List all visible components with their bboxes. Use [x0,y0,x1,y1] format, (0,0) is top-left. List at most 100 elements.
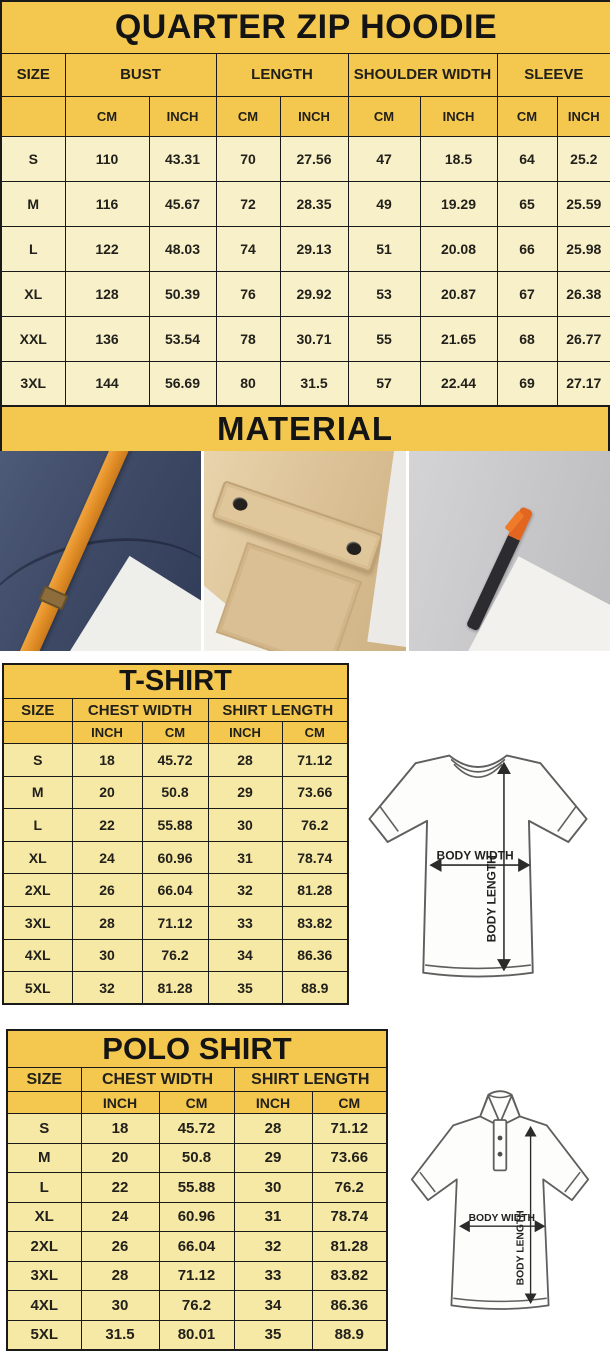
value-cell: 24 [71,840,143,875]
table-row: SIZE CHEST WIDTH SHIRT LENGTH [6,1067,388,1092]
value-cell: 32 [233,1231,313,1262]
col-header-shirt-length: SHIRT LENGTH [207,698,349,722]
value-cell: 22 [80,1172,160,1203]
value-cell: 50.8 [141,775,209,810]
table-row: S 18 45.72 28 71.12 [6,1113,388,1144]
value-cell: 30 [80,1290,160,1321]
value-cell: 65 [496,180,558,227]
value-cell: 28 [233,1113,313,1144]
value-cell: 71.12 [311,1113,388,1144]
unit-header-inch: INCH [80,1091,160,1114]
size-cell: L [2,808,73,842]
value-cell: 53 [347,270,421,317]
tshirt-table-title: T-SHIRT [2,663,349,699]
value-cell: 26.38 [556,270,610,317]
value-cell: 31.5 [279,360,349,407]
value-cell: 30 [71,938,143,973]
measurement-arrows [459,1125,546,1305]
value-cell: 136 [64,315,150,362]
value-cell: 76.2 [141,938,209,973]
value-cell: 51 [347,225,421,272]
value-cell: 31.5 [80,1319,160,1350]
value-cell: 47 [347,135,421,182]
unit-header-inch: INCH [556,95,610,137]
value-cell: 33 [207,905,283,940]
col-header-bust: BUST [64,52,217,97]
table-row: M 20 50.8 29 73.66 [6,1142,388,1173]
table-row: M 116 45.67 72 28.35 49 19.29 65 25.59 [0,180,610,227]
value-cell: 30 [233,1172,313,1203]
value-cell: 88.9 [281,971,349,1005]
value-cell: 80.01 [158,1319,235,1350]
polo-outline [410,1090,590,1310]
col-header-size: SIZE [0,52,66,97]
value-cell: 25.2 [556,135,610,182]
value-cell: 78.74 [311,1201,388,1232]
unit-header-inch: INCH [233,1091,313,1114]
value-cell: 28.35 [279,180,349,227]
table-row: INCH CM INCH CM [2,721,349,744]
body-length-label: BODY LENGTH [515,1210,526,1285]
size-cell: 4XL [6,1290,82,1321]
value-cell: 144 [64,360,150,407]
table-row: 3XL 144 56.69 80 31.5 57 22.44 69 27.17 [0,360,610,407]
tshirt-outline [368,754,588,978]
size-cell: XL [0,270,66,317]
value-cell: 71.12 [158,1260,235,1291]
value-cell: 76.2 [158,1290,235,1321]
value-cell: 86.36 [311,1290,388,1321]
col-header-size: SIZE [6,1067,82,1092]
value-cell: 26 [80,1231,160,1262]
table-row: 3XL 28 71.12 33 83.82 [6,1260,388,1291]
value-cell: 32 [207,873,283,907]
col-header-chest-width: CHEST WIDTH [71,698,209,722]
value-cell: 27.56 [279,135,349,182]
unit-header-cm: CM [215,95,281,137]
unit-header-cm: CM [64,95,150,137]
value-cell: 78 [215,315,281,362]
material-photo-gray-zipper [408,451,610,651]
value-cell: 55 [347,315,421,362]
table-row: XL 128 50.39 76 29.92 53 20.87 67 26.38 [0,270,610,317]
table-row: L 122 48.03 74 29.13 51 20.08 66 25.98 [0,225,610,272]
value-cell: 76.2 [281,808,349,842]
table-row: XL 24 60.96 31 78.74 [2,840,349,875]
table-row: SIZE CHEST WIDTH SHIRT LENGTH [2,698,349,722]
size-cell: 5XL [6,1319,82,1350]
size-cell: 2XL [6,1231,82,1262]
table-row: XL 24 60.96 31 78.74 [6,1201,388,1232]
col-header-chest-width: CHEST WIDTH [80,1067,235,1092]
table-row: 5XL 31.5 80.01 35 88.9 [6,1319,388,1350]
hoodie-table-title: QUARTER ZIP HOODIE [0,0,610,54]
value-cell: 20 [71,775,143,810]
value-cell: 18.5 [419,135,498,182]
table-row: SIZE BUST LENGTH SHOULDER WIDTH SLEEVE [0,52,610,97]
value-cell: 76.2 [311,1172,388,1203]
value-cell: 22 [71,808,143,842]
snap-button [231,495,250,513]
value-cell: 33 [233,1260,313,1291]
table-row: 3XL 28 71.12 33 83.82 [2,905,349,940]
unit-header-cm: CM [158,1091,235,1114]
value-cell: 26 [71,873,143,907]
size-cell: 3XL [6,1260,82,1291]
value-cell: 29 [207,775,283,810]
empty-cell [6,1091,82,1114]
tshirt-section: T-SHIRT SIZE CHEST WIDTH SHIRT LENGTH IN… [0,659,610,1021]
table-row: 4XL 30 76.2 34 86.36 [2,938,349,973]
body-width-label: BODY WIDTH [437,848,514,862]
table-row: 2XL 26 66.04 32 81.28 [6,1231,388,1262]
value-cell: 48.03 [148,225,217,272]
body-length-label: BODY LENGTH [484,855,498,942]
size-cell: 3XL [2,905,73,940]
value-cell: 76 [215,270,281,317]
value-cell: 81.28 [281,873,349,907]
value-cell: 35 [233,1319,313,1350]
value-cell: 49 [347,180,421,227]
material-section-title: MATERIAL [0,407,610,451]
value-cell: 29 [233,1142,313,1173]
table-row: T-SHIRT [2,663,349,699]
unit-header-cm: CM [311,1091,388,1114]
size-cell: M [6,1142,82,1173]
